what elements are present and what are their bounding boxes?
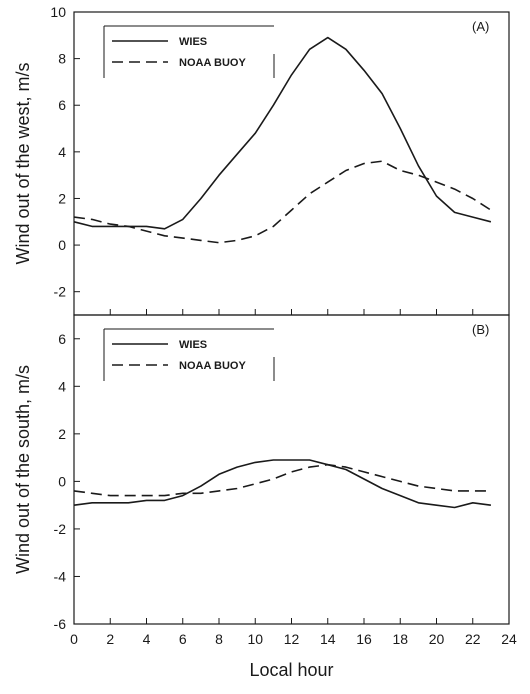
x-tick-label: 8 (215, 631, 223, 647)
x-tick-label: 12 (284, 631, 300, 647)
y-tick-label: 0 (58, 237, 66, 253)
y-tick-label: -2 (54, 521, 67, 537)
x-tick-label: 14 (320, 631, 336, 647)
plot-frame (73, 11, 510, 316)
y-tick-label: 0 (58, 473, 66, 489)
x-tick-label: 16 (356, 631, 372, 647)
x-axis-title: Local hour (249, 660, 333, 680)
series-line-noaa-buoy (73, 160, 492, 244)
y-tick-label: 6 (58, 331, 66, 347)
panel-label: (A) (472, 19, 489, 34)
series-line-wies (73, 459, 492, 509)
legend-label: NOAA BUOY (179, 360, 246, 372)
y-axis-title: Wind out of the south, m/s (13, 365, 33, 574)
legend: WIES NOAA BUOY (103, 25, 275, 78)
y-tick-label: 4 (58, 144, 66, 160)
legend: WIES NOAA BUOY (103, 328, 275, 381)
legend-label: WIES (179, 339, 207, 351)
y-tick-label: -4 (54, 568, 67, 584)
series-line-noaa-buoy (73, 463, 491, 497)
x-tick-label: 4 (143, 631, 151, 647)
x-tick-label: 10 (247, 631, 263, 647)
y-tick-label: 2 (58, 190, 66, 206)
plot-frame (73, 314, 510, 625)
panel-a: -2 0 2 4 6 8 10 Wind out of the west, m/s (A) WIE… (13, 4, 510, 316)
legend-label: NOAA BUOY (179, 57, 246, 69)
panel-label: (B) (472, 322, 489, 337)
y-tick-label: 6 (58, 97, 66, 113)
y-tick-label: -2 (54, 284, 67, 300)
x-tick-label: 24 (501, 631, 517, 647)
y-tick-label: 8 (58, 51, 66, 67)
x-tick-label: 0 (70, 631, 78, 647)
y-axis-title: Wind out of the west, m/s (13, 62, 33, 264)
y-tick-label: 10 (50, 4, 66, 20)
y-tick-label: 4 (58, 378, 66, 394)
x-tick-label: 22 (465, 631, 481, 647)
y-tick-label: 2 (58, 426, 66, 442)
y-tick-label: -6 (54, 616, 67, 632)
x-tick-label: 18 (392, 631, 408, 647)
legend-label: WIES (179, 36, 207, 48)
x-tick-label: 20 (429, 631, 445, 647)
x-tick-label: 2 (106, 631, 114, 647)
series-line-wies (73, 36, 492, 230)
x-tick-label: 6 (179, 631, 187, 647)
